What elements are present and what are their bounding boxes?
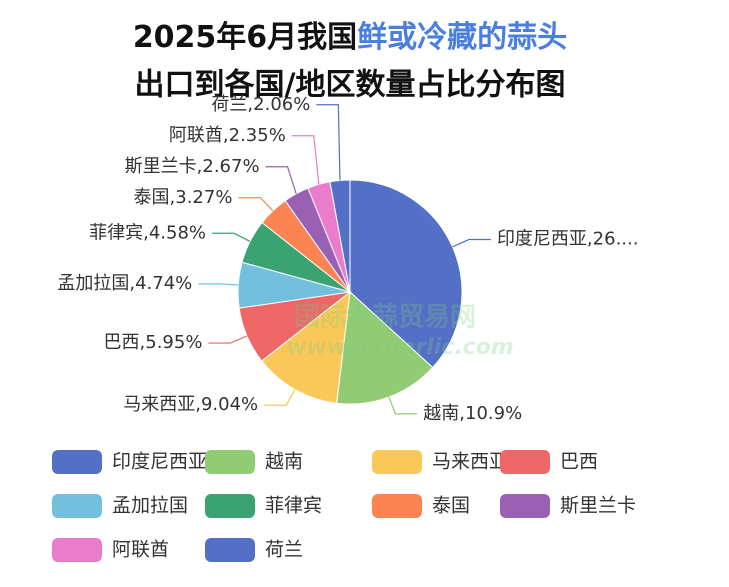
data-label: 巴西,5.95%	[104, 332, 203, 353]
legend-label: 巴西	[560, 451, 598, 473]
chart-subtitle: 出口到各国/地区数量占比分布图	[135, 68, 566, 103]
data-label: 泰国,3.27%	[134, 187, 233, 208]
data-label: 越南,10.9%	[423, 403, 522, 424]
legend-swatch	[52, 494, 102, 518]
title-highlight: 鲜或冷藏的蒜头	[357, 20, 567, 55]
data-label: 孟加拉国,4.74%	[57, 273, 192, 294]
watermark: www.51garlic.com	[286, 335, 514, 360]
pie-slice	[261, 290, 351, 404]
label-line	[208, 335, 248, 344]
legend-swatch	[500, 494, 550, 518]
pie-slice	[329, 179, 351, 293]
label-line	[316, 104, 341, 181]
legend-label: 阿联酋	[112, 539, 169, 561]
legend-swatch	[372, 450, 422, 474]
legend-label: 马来西亚	[432, 451, 508, 473]
legend-label: 孟加拉国	[112, 495, 188, 517]
data-label: 荷兰,2.06%	[211, 94, 310, 115]
label-line	[291, 135, 320, 185]
data-label: 印度尼西亚,26....	[497, 229, 639, 250]
legend-swatch	[52, 450, 102, 474]
label-line	[388, 396, 418, 415]
chart-title: 2025年6月我国鲜或冷藏的蒜头	[133, 20, 567, 55]
legend-label: 荷兰	[265, 539, 303, 561]
legend-label: 菲律宾	[265, 495, 322, 517]
pie	[237, 179, 463, 405]
legend-label: 印度尼西亚	[112, 451, 207, 473]
legend-swatch	[372, 494, 422, 518]
label-line	[265, 166, 297, 194]
legend-label: 斯里兰卡	[560, 495, 636, 517]
label-line	[264, 389, 296, 406]
data-label: 阿联酋,2.35%	[169, 125, 286, 146]
label-line	[212, 232, 251, 242]
data-label: 马来西亚,9.04%	[123, 394, 258, 415]
label-line	[452, 238, 491, 248]
data-label: 菲律宾,4.58%	[89, 222, 206, 243]
pie-slice	[336, 290, 434, 405]
legend-swatch	[205, 450, 255, 474]
watermark: 国际大蒜贸易网	[294, 303, 476, 333]
legend-swatch	[205, 494, 255, 518]
label-line	[198, 283, 239, 286]
data-label: 斯里兰卡,2.67%	[125, 156, 260, 177]
label-line	[238, 197, 274, 212]
legend-swatch	[205, 538, 255, 562]
title-part: 2025年6月我国	[133, 20, 357, 55]
legend-swatch	[52, 538, 102, 562]
legend-label: 越南	[265, 451, 303, 473]
legend-label: 泰国	[432, 495, 470, 517]
legend-swatch	[500, 450, 550, 474]
